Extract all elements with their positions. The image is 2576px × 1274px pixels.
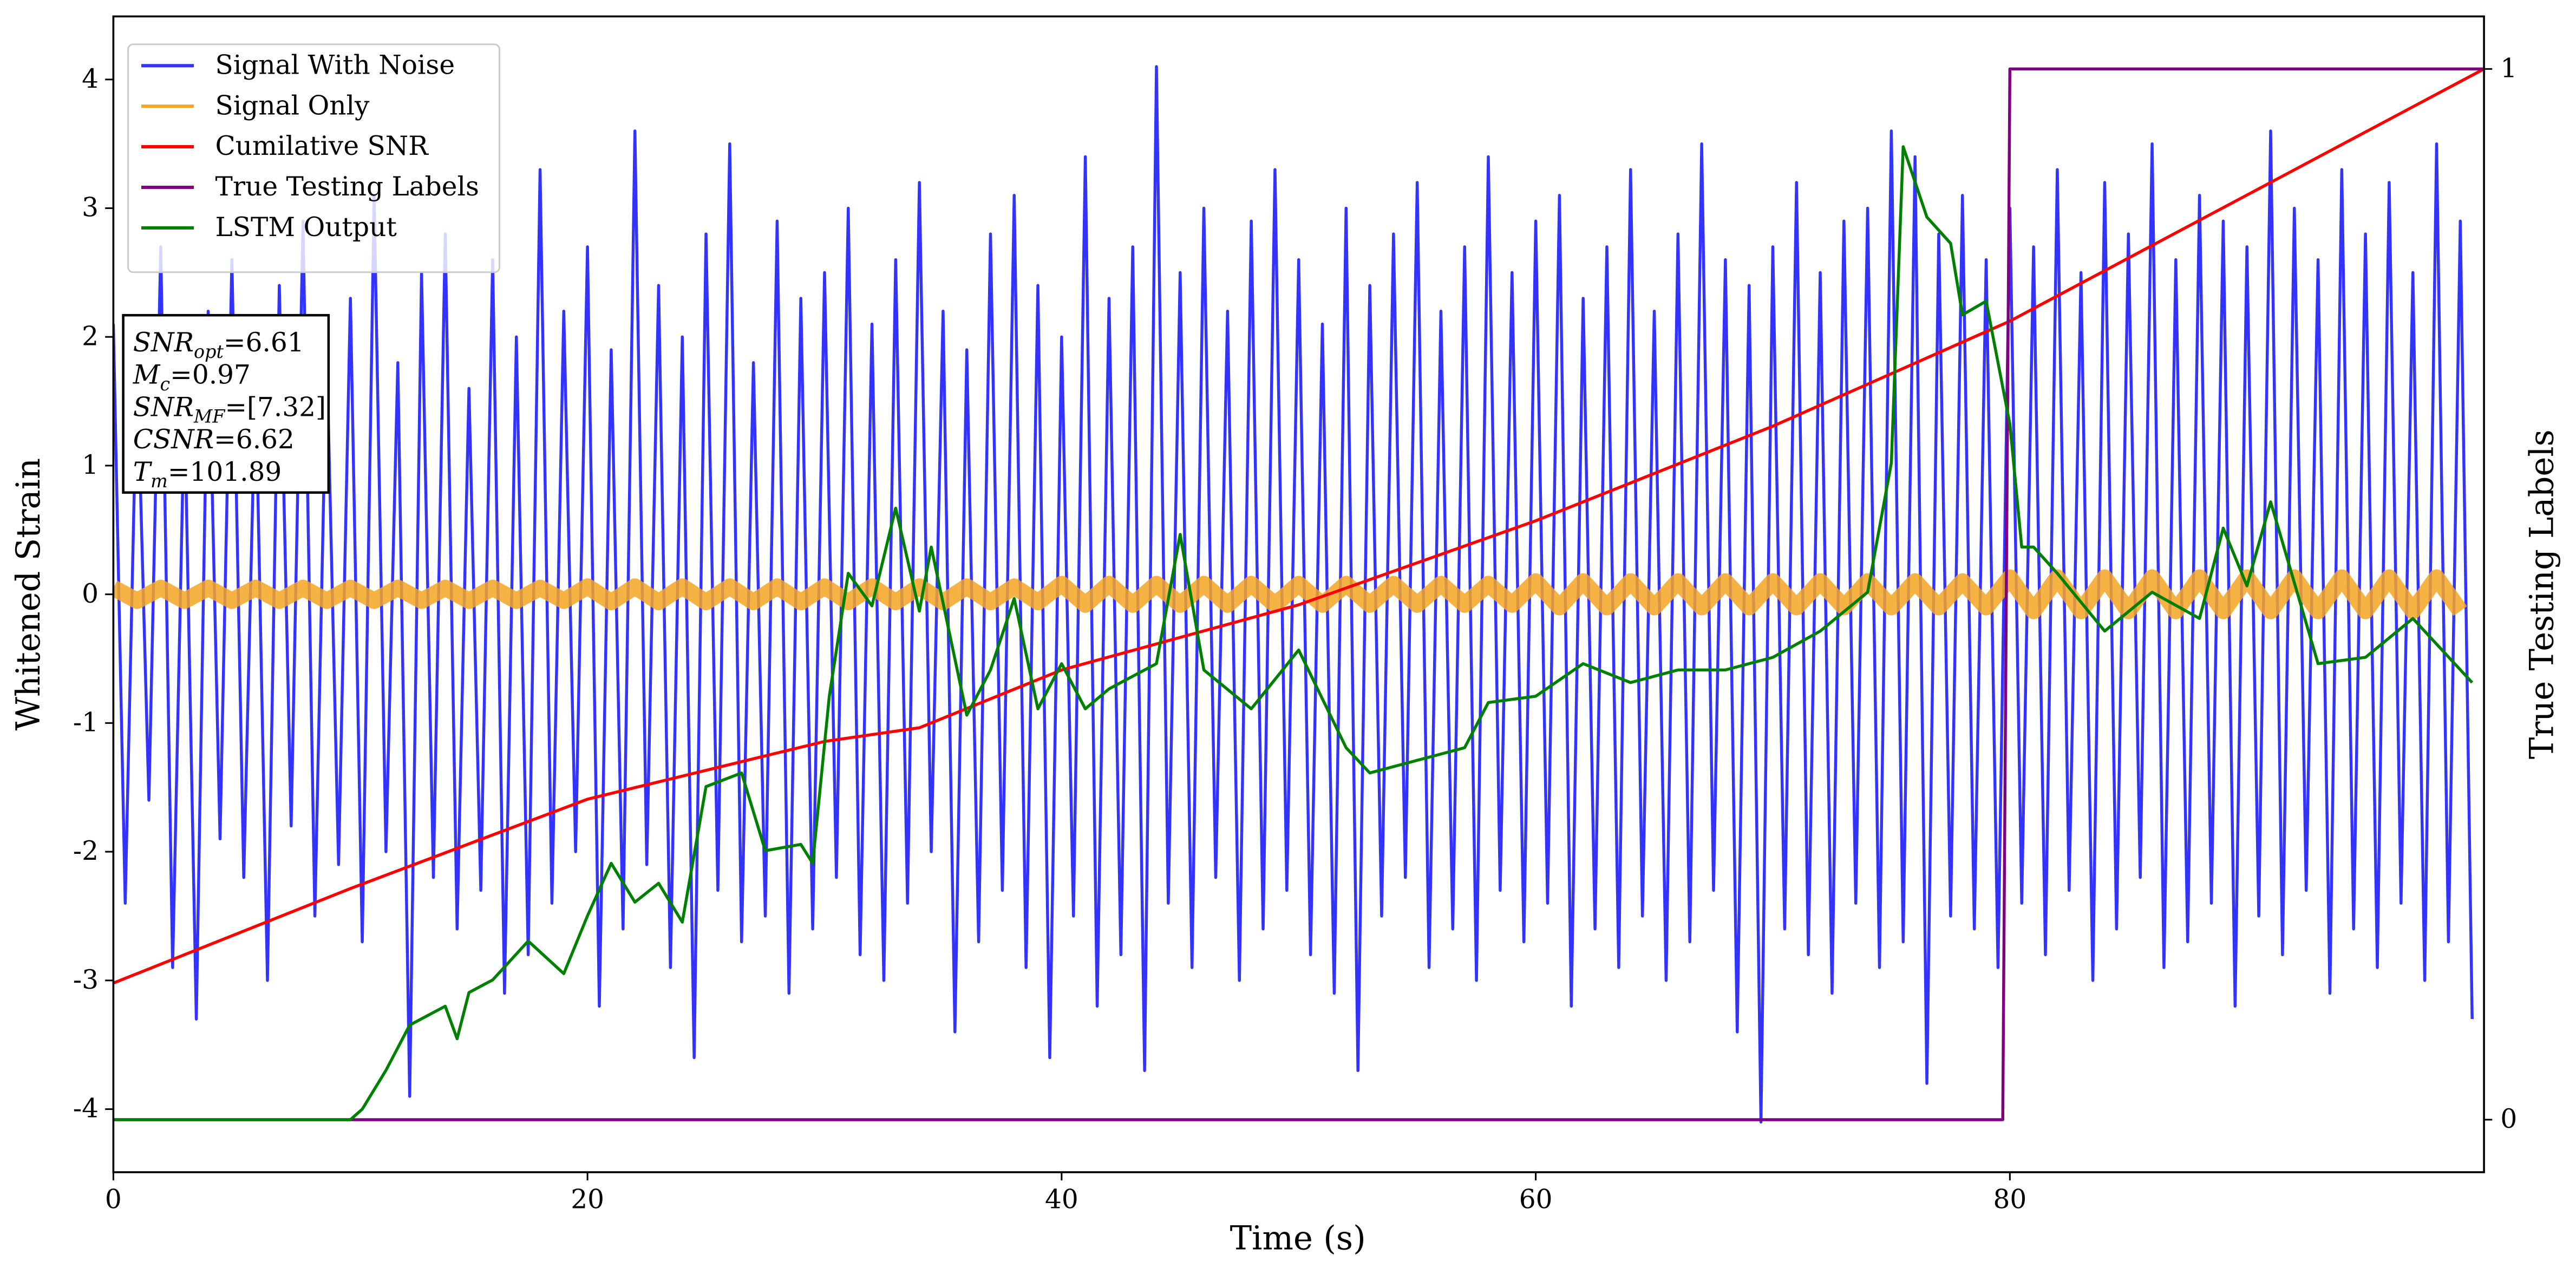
annotation-value: =[7.32] bbox=[225, 392, 326, 422]
y-tick-label: -3 bbox=[73, 965, 99, 995]
annotation-line: Mc=0.97 bbox=[133, 360, 251, 395]
annotation-line: SNRopt=6.61 bbox=[133, 328, 304, 362]
annotation-subscript: c bbox=[160, 374, 170, 395]
y-tick-label: 3 bbox=[82, 193, 99, 223]
x-tick-label: 20 bbox=[571, 1185, 604, 1215]
y-tick-label: 0 bbox=[82, 579, 99, 609]
y-tick-label: 4 bbox=[82, 64, 99, 94]
annotation-symbol: M bbox=[133, 360, 161, 390]
x-tick-label: 0 bbox=[105, 1185, 122, 1215]
y-axis-label: Whitened Strain bbox=[10, 458, 48, 731]
plot-area bbox=[113, 65, 2485, 1124]
series-line bbox=[113, 67, 2485, 985]
series-line bbox=[113, 145, 2474, 1121]
annotation-value: =6.61 bbox=[224, 328, 304, 358]
legend-label: Signal With Noise bbox=[215, 50, 455, 80]
legend-label: True Testing Labels bbox=[215, 172, 479, 202]
legend-label: Cumilative SNR bbox=[215, 131, 429, 161]
y-tick-label: -2 bbox=[73, 836, 99, 866]
annotation-symbol: SNR bbox=[133, 328, 194, 358]
y2-axis-label: True Testing Labels bbox=[2523, 429, 2561, 759]
series-line bbox=[113, 569, 2467, 619]
y2-tick-label: 1 bbox=[2500, 54, 2517, 84]
legend-label: Signal Only bbox=[215, 90, 370, 121]
x-tick-label: 80 bbox=[1993, 1185, 2026, 1215]
annotation-box bbox=[122, 313, 330, 494]
annotation-value: =101.89 bbox=[168, 457, 282, 487]
annotation-subscript: opt bbox=[194, 341, 224, 362]
legend-label: LSTM Output bbox=[215, 212, 397, 243]
x-tick-label: 60 bbox=[1519, 1185, 1553, 1215]
y-tick-label: -4 bbox=[73, 1094, 99, 1124]
y-tick-label: -1 bbox=[73, 708, 99, 738]
series-line bbox=[113, 65, 2474, 1124]
annotation-symbol: SNR bbox=[133, 392, 194, 422]
annotation-line: SNRMF=[7.32] bbox=[133, 392, 326, 427]
y-tick-label: 1 bbox=[82, 450, 99, 480]
x-tick-label: 40 bbox=[1045, 1185, 1078, 1215]
annotation-line: CSNR=6.62 bbox=[133, 424, 295, 455]
series-line bbox=[113, 67, 2485, 1121]
legend-box bbox=[127, 43, 500, 273]
annotation-symbol: CSNR bbox=[133, 424, 214, 455]
annotation-symbol: T bbox=[133, 457, 153, 487]
annotation-subscript: m bbox=[151, 471, 168, 492]
x-axis-label: Time (s) bbox=[1230, 1220, 1366, 1258]
annotation-subscript: MF bbox=[193, 406, 226, 427]
annotation-value: =6.62 bbox=[214, 424, 295, 455]
y-tick-label: 2 bbox=[82, 321, 99, 351]
annotation-value: =0.97 bbox=[170, 360, 251, 390]
y2-tick-label: 0 bbox=[2500, 1104, 2517, 1134]
annotation-line: Tm=101.89 bbox=[133, 457, 282, 492]
